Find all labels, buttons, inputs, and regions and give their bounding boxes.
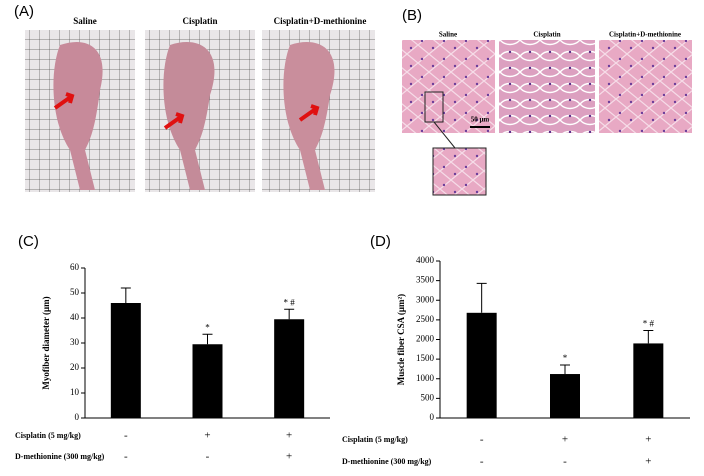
error-bar bbox=[476, 282, 487, 313]
panel-label: (D) bbox=[370, 233, 391, 250]
y-tick-label: 60 bbox=[70, 262, 80, 272]
histology bbox=[599, 40, 692, 133]
panel-label: (C) bbox=[18, 233, 39, 250]
caption: Cisplatin bbox=[182, 16, 217, 26]
y-tick-label: 2500 bbox=[416, 314, 435, 324]
specimen bbox=[53, 42, 103, 190]
row-sign: - bbox=[480, 434, 484, 446]
y-tick-label: 30 bbox=[70, 337, 80, 347]
annotation: * # bbox=[284, 297, 296, 307]
y-tick-label: 40 bbox=[70, 312, 80, 322]
y-tick-label: 2000 bbox=[416, 334, 435, 344]
bar bbox=[466, 312, 497, 418]
scale-label: 50 μm bbox=[471, 116, 490, 124]
y-tick-label: 0 bbox=[430, 412, 435, 422]
error-bar bbox=[560, 364, 570, 375]
y-tick-label: 50 bbox=[70, 287, 80, 297]
arrow bbox=[53, 92, 75, 110]
bar bbox=[192, 344, 223, 418]
y-tick-label: 4000 bbox=[416, 255, 435, 265]
y-tick-label: 1000 bbox=[416, 373, 435, 383]
error-bar bbox=[284, 308, 295, 320]
bar bbox=[633, 343, 664, 418]
arrow bbox=[163, 112, 185, 130]
y-axis-label: Myofiber diameter (μm) bbox=[41, 296, 51, 389]
y-tick-label: 1500 bbox=[416, 353, 435, 363]
row-sign: + bbox=[645, 456, 651, 468]
bar bbox=[274, 319, 305, 418]
panel-label: (B) bbox=[402, 7, 422, 24]
error-bar bbox=[202, 333, 213, 345]
arrow bbox=[298, 104, 320, 122]
specimen bbox=[163, 42, 215, 190]
row-sign: + bbox=[286, 430, 292, 442]
inset-line bbox=[433, 121, 456, 149]
row-label: D-methionine (300 mg/kg) bbox=[342, 457, 432, 466]
row-label: Cisplatin (5 mg/kg) bbox=[15, 431, 81, 440]
inset bbox=[432, 147, 487, 196]
row-sign: - bbox=[206, 451, 210, 463]
row-sign: + bbox=[562, 434, 568, 446]
y-axis-label: Muscle fiber CSA (μm²) bbox=[396, 294, 406, 385]
y-tick-label: 20 bbox=[70, 362, 80, 372]
row-sign: - bbox=[480, 456, 484, 468]
annotation: * bbox=[563, 353, 568, 363]
row-sign: - bbox=[124, 451, 128, 463]
row-label: Cisplatin (5 mg/kg) bbox=[342, 435, 408, 444]
caption: Saline bbox=[439, 31, 457, 39]
error-bar bbox=[643, 329, 654, 344]
row-label: D-methionine (300 mg/kg) bbox=[15, 452, 105, 461]
y-tick-label: 0 bbox=[75, 412, 80, 422]
caption: Cisplatin+D-methionine bbox=[609, 31, 681, 39]
y-tick-label: 10 bbox=[70, 387, 80, 397]
photo-group bbox=[25, 30, 375, 192]
annotation: * # bbox=[643, 319, 655, 329]
error-bar bbox=[120, 287, 131, 303]
row-sign: + bbox=[204, 430, 210, 442]
y-tick-label: 3000 bbox=[416, 294, 435, 304]
bar bbox=[550, 374, 580, 418]
caption: Saline bbox=[73, 16, 97, 26]
row-sign: + bbox=[286, 451, 292, 463]
y-tick-label: 500 bbox=[421, 392, 435, 402]
histology bbox=[402, 40, 495, 133]
row-sign: - bbox=[563, 456, 567, 468]
caption: Cisplatin+D-methionine bbox=[274, 16, 367, 26]
caption: Cisplatin bbox=[533, 31, 560, 39]
histology bbox=[499, 40, 595, 133]
y-tick-label: 3500 bbox=[416, 275, 435, 285]
annotation: * bbox=[205, 322, 210, 332]
row-sign: + bbox=[645, 434, 651, 446]
bar bbox=[110, 303, 141, 418]
panel-label: (A) bbox=[14, 3, 34, 20]
row-sign: - bbox=[124, 430, 128, 442]
